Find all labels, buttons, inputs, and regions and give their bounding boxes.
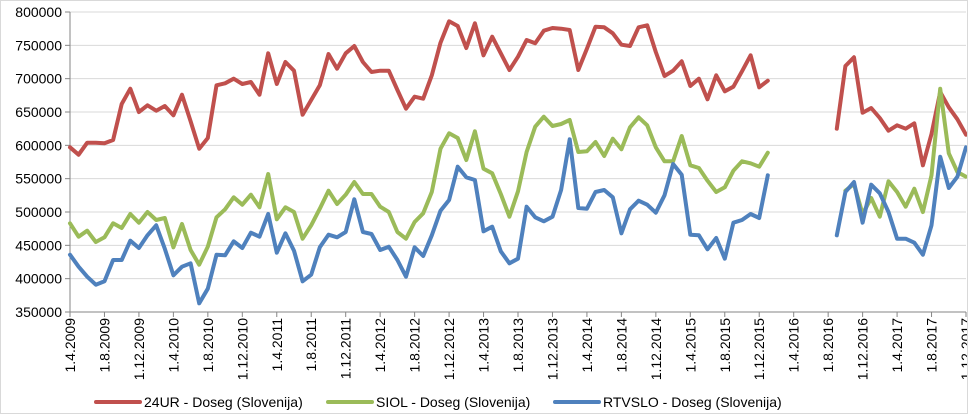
x-tick-label: 1.12.2015	[751, 318, 767, 380]
x-tick-label: 1.8.2011	[303, 318, 319, 372]
x-tick-label: 1.12.2012	[441, 318, 457, 380]
x-tick-label: 1.4.2011	[269, 318, 285, 372]
x-tick-label: 1.8.2012	[407, 318, 423, 373]
x-tick-label: 1.12.2009	[131, 318, 147, 380]
x-tick-label: 1.4.2009	[62, 318, 78, 373]
x-tick-label: 1.4.2016	[786, 318, 802, 373]
y-tick-label: 450000	[15, 237, 62, 253]
legend-label: 24UR - Doseg (Slovenija)	[144, 394, 303, 410]
legend-item: SIOL - Doseg (Slovenija)	[326, 394, 530, 410]
y-tick-label: 750000	[15, 37, 62, 53]
x-tick-label: 1.12.2011	[338, 318, 354, 379]
series-line	[68, 19, 770, 157]
x-tick-label: 1.8.2009	[96, 318, 112, 373]
x-tick-label: 1.8.2010	[200, 318, 216, 373]
legend-item: 24UR - Doseg (Slovenija)	[94, 394, 303, 410]
y-tick-label: 650000	[15, 104, 62, 120]
legend-label: RTVSLO - Doseg (Slovenija)	[603, 394, 782, 410]
x-tick-label: 1.8.2014	[613, 318, 629, 373]
x-tick-label: 1.4.2014	[579, 318, 595, 373]
series-line	[834, 145, 968, 257]
y-axis: 350000 400000 450000 500000 550000 600000 6500…	[15, 4, 71, 320]
y-tick-label: 700000	[15, 71, 62, 87]
series-line	[68, 114, 770, 267]
x-tick-label: 1.4.2013	[476, 318, 492, 373]
x-tick-label: 1.12.2016	[855, 318, 871, 380]
series-lines	[68, 19, 968, 306]
x-tick-label: 1.4.2012	[372, 318, 388, 373]
legend: 24UR - Doseg (Slovenija) SIOL - Doseg (Sl…	[94, 394, 782, 410]
y-tick-label: 500000	[15, 204, 62, 220]
series-2	[68, 137, 968, 306]
y-tick-label: 400000	[15, 271, 62, 287]
x-tick-label: 1.4.2010	[165, 318, 181, 373]
series-0	[68, 19, 968, 168]
x-tick-label: 1.8.2015	[717, 318, 733, 373]
x-tick-label: 1.4.2017	[889, 318, 905, 373]
x-tick-label: 1.8.2013	[510, 318, 526, 373]
legend-item: RTVSLO - Doseg (Slovenija)	[553, 394, 782, 410]
x-tick-label: 1.12.2017	[958, 318, 968, 380]
y-tick-label: 800000	[15, 4, 62, 20]
x-tick-label: 1.12.2014	[648, 318, 664, 380]
y-tick-label: 600000	[15, 137, 62, 153]
x-tick-label: 1.4.2015	[682, 318, 698, 373]
x-axis: 1.4.2009 1.8.2009 1.12.2009 1.4.2010 1.8.201…	[62, 311, 968, 380]
x-tick-label: 1.12.2013	[544, 318, 560, 380]
y-tick-label: 550000	[15, 171, 62, 187]
series-line	[834, 55, 968, 168]
legend-label: SIOL - Doseg (Slovenija)	[376, 394, 530, 410]
gridlines	[70, 11, 966, 313]
x-tick-label: 1.8.2016	[820, 318, 836, 373]
series-line	[68, 137, 770, 306]
x-tick-label: 1.8.2017	[924, 318, 940, 373]
x-tick-label: 1.12.2010	[234, 318, 250, 380]
y-tick-label: 350000	[15, 304, 62, 320]
